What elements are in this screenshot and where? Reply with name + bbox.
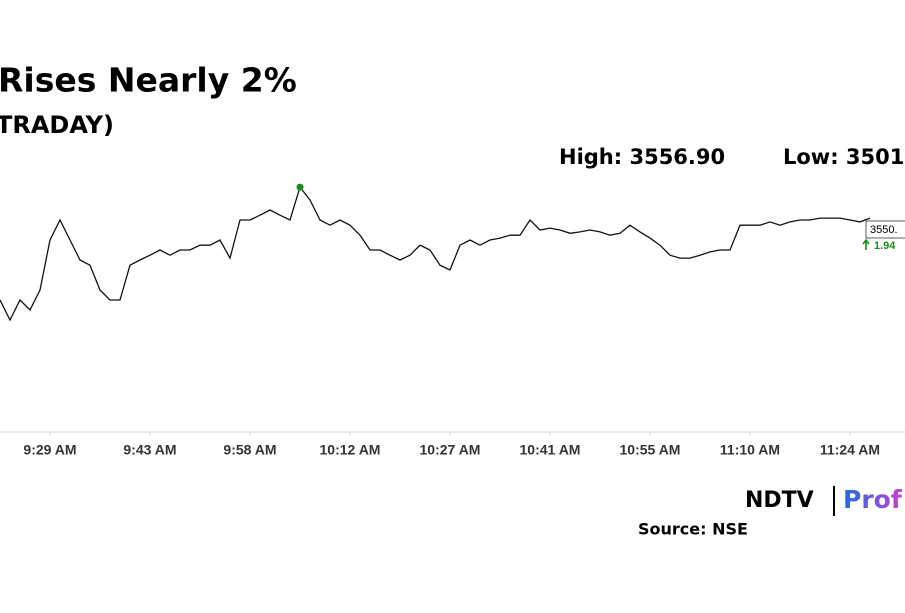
change-label: 1.94: [874, 240, 896, 252]
logo-left: NDTV: [745, 488, 814, 513]
logo-right: Prof: [843, 485, 903, 514]
low-label: Low: 3501: [783, 145, 904, 169]
source: Source: NSE: [638, 520, 748, 539]
chart-title: Rises Nearly 2%: [0, 61, 297, 100]
high-marker: [296, 183, 304, 191]
x-tick-label: 10:27 AM: [420, 442, 481, 458]
price-line: [0, 185, 871, 322]
x-tick-label: 9:29 AM: [23, 442, 76, 458]
x-tick-label: 10:55 AM: [620, 442, 681, 458]
x-tick-label: 9:58 AM: [223, 442, 276, 458]
chart-subtitle: TRADAY): [0, 111, 114, 139]
last-price: 3550.: [870, 224, 898, 236]
up-arrow: [862, 238, 870, 250]
x-tick-label: 11:24 AM: [820, 442, 880, 458]
x-tick-label: 10:41 AM: [520, 442, 581, 458]
x-tick-label: 11:10 AM: [720, 442, 780, 458]
x-tick-label: 9:43 AM: [123, 442, 176, 458]
high-label: High: 3556.90: [559, 145, 725, 169]
price-tag: [865, 220, 905, 239]
x-tick-label: 10:12 AM: [320, 442, 381, 458]
